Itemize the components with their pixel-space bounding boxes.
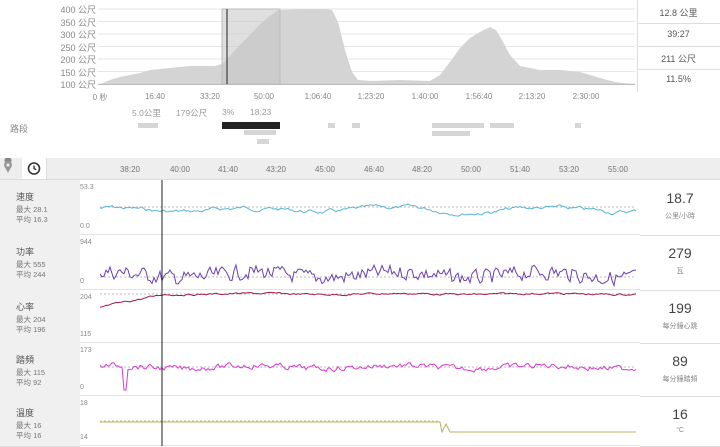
row-top-tick: 53.3 — [80, 184, 94, 191]
map-pin-icon[interactable] — [0, 157, 22, 179]
row-value-power: 279 瓦 — [640, 235, 720, 291]
row-bottom-tick: 14 — [80, 434, 88, 441]
row-top-tick: 173 — [80, 347, 92, 354]
row-bottom-tick: 115 — [80, 331, 92, 338]
time-tick-label: 51:40 — [509, 165, 531, 174]
row-current-value: 279 — [668, 245, 692, 261]
row-unit: °C — [676, 427, 684, 434]
segment-elevation: 179公尺 — [176, 108, 208, 118]
metric-traces[interactable] — [0, 180, 720, 446]
time-tick-label: 45:00 — [314, 165, 336, 174]
row-unit: 每分鐘心跳 — [662, 323, 698, 330]
x-tick-label: 0 秒 — [92, 93, 108, 102]
row-unit: 公里/小時 — [665, 213, 695, 220]
row-max: 最大 555 — [16, 260, 46, 269]
row-title: 踏頻 — [16, 355, 35, 365]
row-bottom-tick: 0.0 — [80, 223, 90, 230]
x-tick-label: 33:20 — [199, 92, 221, 101]
row-divider — [80, 395, 640, 396]
time-tick-label: 53:20 — [558, 165, 580, 174]
stat-grade: 11.5% — [666, 74, 691, 84]
row-title: 溫度 — [16, 408, 35, 418]
time-tick-label: 38:20 — [119, 165, 141, 174]
row-max: 最大 28.1 — [16, 205, 48, 214]
row-max: 最大 115 — [16, 368, 46, 377]
row-label-hr: 心率 最大 204 平均 196 — [0, 290, 80, 344]
row-current-value: 18.7 — [666, 190, 694, 206]
row-top-tick: 204 — [80, 294, 92, 301]
time-tick-label: 46:40 — [363, 165, 385, 174]
time-tick-label: 40:00 — [169, 165, 191, 174]
segment-distance: 5.0公里 — [132, 108, 161, 118]
row-avg: 平均 196 — [16, 325, 46, 334]
time-tick-label: 41:40 — [217, 165, 239, 174]
x-tick-label: 2:30:00 — [572, 92, 600, 101]
clock-icon[interactable] — [22, 158, 47, 179]
time-tick-label: 50:00 — [460, 165, 482, 174]
row-divider — [80, 234, 640, 235]
timeline-bar[interactable] — [0, 158, 720, 180]
active-segment — [222, 122, 280, 129]
row-max: 最大 16 — [16, 421, 42, 430]
x-tick-label: 1:56:40 — [465, 92, 493, 101]
row-top-tick: 18 — [80, 400, 88, 407]
row-top-tick: 944 — [80, 239, 92, 246]
x-tick-label: 50:00 — [253, 92, 275, 101]
row-bottom-tick: 0 — [80, 384, 84, 391]
stat-elevation: 211 公尺 — [637, 52, 720, 70]
trace-cadence — [99, 362, 637, 391]
y-tick-label: 200 公尺 — [60, 55, 96, 65]
row-avg: 平均 16.3 — [16, 215, 48, 224]
elevation-chart[interactable] — [0, 0, 637, 104]
y-tick-label: 300 公尺 — [60, 30, 96, 40]
row-title: 心率 — [16, 302, 35, 312]
row-value-speed: 18.7 公里/小時 — [640, 180, 720, 236]
y-tick-label: 150 公尺 — [60, 68, 96, 78]
row-avg: 平均 244 — [16, 270, 46, 279]
row-label-cadence: 踏頻 最大 115 平均 92 — [0, 343, 80, 397]
x-tick-label: 1:06:40 — [304, 92, 332, 101]
row-max: 最大 204 — [16, 315, 46, 324]
row-title: 速度 — [16, 192, 35, 202]
row-divider — [80, 289, 640, 290]
segments-label: 路段 — [10, 124, 29, 134]
x-tick-label: 2:13:20 — [518, 92, 546, 101]
row-unit: 每分鐘踏頻 — [662, 376, 698, 383]
trace-hr — [99, 291, 637, 308]
row-title: 功率 — [16, 247, 35, 257]
row-label-power: 功率 最大 555 平均 244 — [0, 235, 80, 291]
y-tick-label: 350 公尺 — [60, 18, 96, 28]
trace-power — [99, 263, 637, 288]
x-tick-label: 16:40 — [144, 92, 166, 101]
time-tick-label: 55:00 — [607, 165, 629, 174]
row-current-value: 89 — [672, 353, 688, 369]
trace-temperature — [100, 421, 636, 434]
row-label-temp: 溫度 最大 16 平均 16 — [0, 396, 80, 447]
segment-grade: 3% — [222, 107, 235, 117]
time-tick-label: 48:20 — [411, 165, 433, 174]
x-tick-label: 1:23:20 — [357, 92, 385, 101]
row-value-hr: 199 每分鐘心跳 — [640, 290, 720, 344]
row-avg: 平均 16 — [16, 431, 42, 440]
stat-distance: 12.8 公里 — [637, 6, 720, 24]
time-tick-label: 43:20 — [265, 165, 287, 174]
row-current-value: 16 — [672, 406, 688, 422]
elevation-overview[interactable]: 400 公尺 350 公尺 300 公尺 250 公尺 200 公尺 150 公… — [0, 0, 637, 104]
segment-bars[interactable] — [0, 118, 637, 150]
row-current-value: 199 — [668, 300, 692, 316]
y-tick-label: 250 公尺 — [60, 43, 96, 53]
trace-speed — [99, 203, 637, 217]
stat-duration: 39:27 — [637, 29, 720, 47]
row-avg: 平均 92 — [16, 378, 42, 387]
x-tick-label: 1:40:00 — [411, 92, 439, 101]
selection-window — [221, 8, 281, 85]
row-value-cadence: 89 每分鐘踏頻 — [640, 343, 720, 397]
segment-time: 18:23 — [250, 107, 272, 117]
row-unit: 瓦 — [676, 268, 684, 275]
y-tick-label: 400 公尺 — [60, 5, 96, 15]
row-divider — [80, 342, 640, 343]
row-bottom-tick: 0 — [80, 278, 84, 285]
y-tick-label: 100 公尺 — [60, 80, 96, 90]
